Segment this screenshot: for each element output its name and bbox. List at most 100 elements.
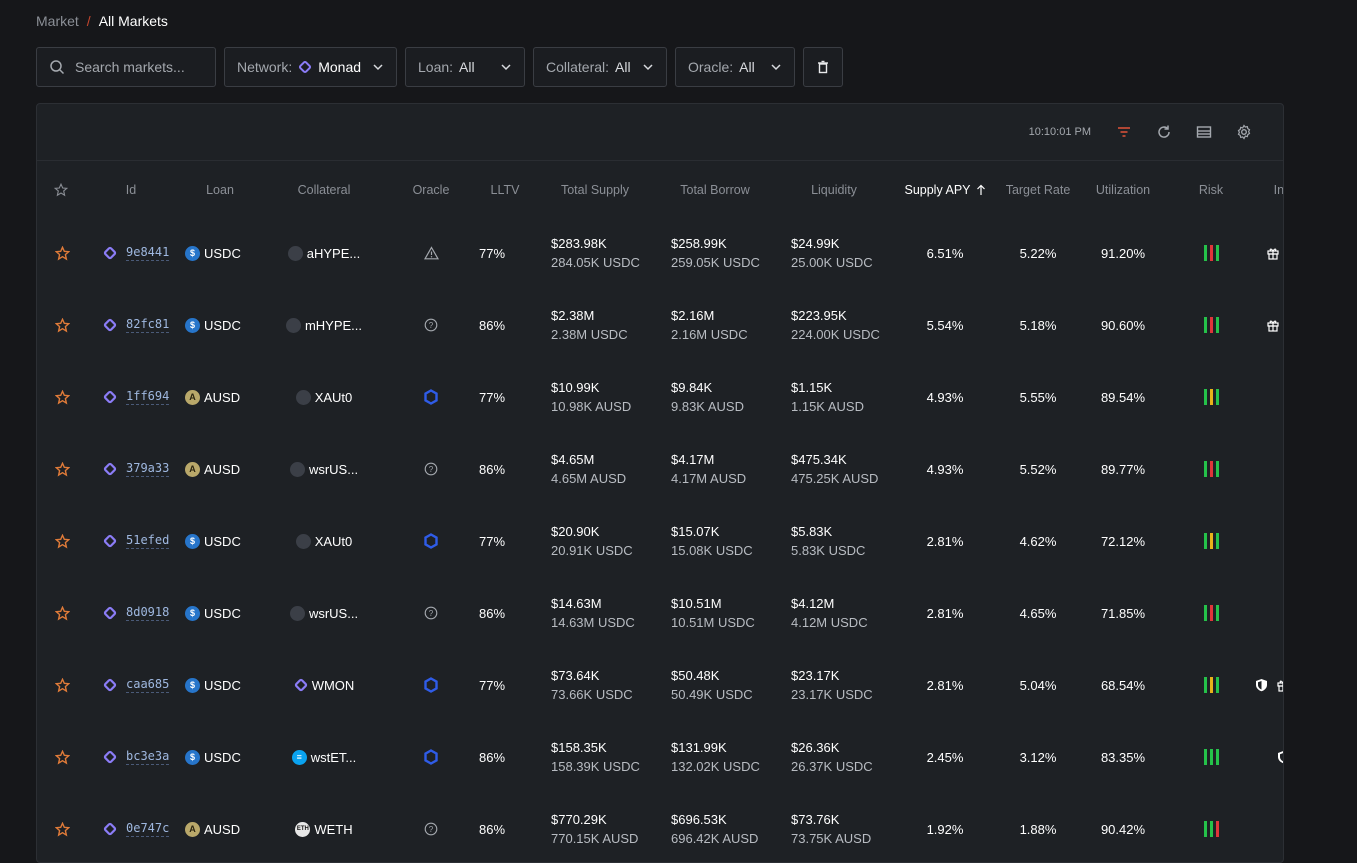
gift-icon[interactable] — [1266, 318, 1280, 332]
oracle-question-icon[interactable]: ? — [401, 793, 461, 862]
column-header-loan[interactable]: Loan — [206, 182, 234, 197]
risk-bars — [1203, 317, 1219, 333]
total-supply-values: $770.29K 770.15K AUSD — [551, 812, 638, 846]
column-header-id[interactable]: Id — [125, 182, 137, 197]
liquidity-usd: $73.76K — [791, 812, 840, 827]
oracle-chainlink-icon[interactable] — [401, 721, 461, 793]
market-id[interactable]: 8d0918 — [126, 605, 170, 621]
supply-apy-value: 2.45% — [926, 749, 964, 765]
refresh-icon[interactable] — [1155, 123, 1173, 141]
table-row[interactable]: caa685 $ USDC WMON 77% $73.64K 73.66K USDC $50.… — [37, 649, 1283, 721]
market-id[interactable]: 379a33 — [126, 461, 170, 477]
column-header-utilization[interactable]: Utilization — [1095, 182, 1151, 197]
favorite-star-icon[interactable] — [51, 721, 73, 793]
settings-icon[interactable] — [1235, 123, 1253, 141]
breadcrumb-market-link[interactable]: Market — [36, 13, 79, 29]
table-row[interactable]: bc3e3a $ USDC ≡ wstET... 86% $158.35K 158.39K U… — [37, 721, 1283, 793]
utilization-value: 68.54% — [1100, 677, 1146, 693]
market-id-cell[interactable]: 8d0918 — [103, 577, 187, 649]
risk-indicator[interactable] — [1191, 577, 1231, 649]
shield-icon[interactable] — [1255, 678, 1268, 692]
market-id-cell[interactable]: 0e747c — [103, 793, 187, 862]
table-row[interactable]: 379a33 A AUSD wsrUS...? 86% $4.65M 4.65M AUSD $… — [37, 433, 1283, 505]
usdc-token-icon: $ — [185, 245, 200, 261]
market-id-cell[interactable]: caa685 — [103, 649, 187, 721]
table-row[interactable]: 82fc81 $ USDC mHYPE...? 86% $2.38M 2.38M USDC $… — [37, 289, 1283, 361]
market-id-cell[interactable]: 82fc81 — [103, 289, 187, 361]
market-id[interactable]: 0e747c — [126, 821, 170, 837]
total-borrow-cell: $696.53K 696.42K AUSD — [671, 793, 781, 862]
filter-icon[interactable] — [1115, 123, 1133, 141]
gift-icon[interactable] — [1276, 678, 1283, 692]
table-row[interactable]: 9e8441 $ USDC aHYPE... 77% $283.98K 284.05K US… — [37, 217, 1283, 289]
column-header-target-rate[interactable]: Target Rate — [1005, 182, 1071, 197]
oracle-select[interactable]: Oracle: All — [675, 47, 795, 87]
column-header-collateral[interactable]: Collateral — [297, 182, 351, 197]
market-id[interactable]: caa685 — [126, 677, 170, 693]
favorite-star-icon[interactable] — [51, 649, 73, 721]
favorite-star-icon[interactable] — [51, 505, 73, 577]
market-id[interactable]: 82fc81 — [126, 317, 170, 333]
market-id[interactable]: bc3e3a — [126, 749, 170, 765]
gift-icon[interactable] — [1266, 246, 1280, 260]
market-id-cell[interactable]: 9e8441 — [103, 217, 187, 289]
favorite-star-icon[interactable] — [51, 361, 73, 433]
column-header-total-borrow[interactable]: Total Borrow — [680, 182, 750, 197]
risk-indicator[interactable] — [1191, 505, 1231, 577]
column-header-oracle[interactable]: Oracle — [412, 182, 450, 197]
table-row[interactable]: 0e747c A AUSD ETH WETH? 86% $770.29K 770.15K AU… — [37, 793, 1283, 862]
risk-indicator[interactable] — [1191, 289, 1231, 361]
oracle-chainlink-icon[interactable] — [401, 361, 461, 433]
risk-indicator[interactable] — [1191, 217, 1231, 289]
favorite-column-header[interactable] — [51, 162, 71, 217]
oracle-chainlink-icon[interactable] — [401, 505, 461, 577]
oracle-question-icon[interactable]: ? — [401, 289, 461, 361]
column-header-incentives[interactable]: Inc — [1273, 182, 1284, 197]
column-header-supply-apy[interactable]: Supply APY — [899, 162, 991, 217]
favorite-star-icon[interactable] — [51, 577, 73, 649]
favorite-star-icon[interactable] — [51, 289, 73, 361]
column-header-liquidity[interactable]: Liquidity — [811, 182, 857, 197]
oracle-question-icon[interactable]: ? — [401, 433, 461, 505]
risk-indicator[interactable] — [1191, 361, 1231, 433]
total-borrow-values: $131.99K 132.02K USDC — [671, 740, 760, 774]
favorite-star-icon[interactable] — [51, 217, 73, 289]
market-id-cell[interactable]: 51efed — [103, 505, 187, 577]
loan-select[interactable]: Loan: All — [405, 47, 525, 87]
risk-indicator[interactable] — [1191, 649, 1231, 721]
clear-filters-button[interactable] — [803, 47, 843, 87]
column-header-risk[interactable]: Risk — [1198, 182, 1224, 197]
risk-indicator[interactable] — [1191, 793, 1231, 862]
market-id-cell[interactable]: 1ff694 — [103, 361, 187, 433]
table-row[interactable]: 51efed $ USDC XAUt0 77% $20.90K 20.91K USDC $15… — [37, 505, 1283, 577]
risk-bar-green — [1215, 677, 1219, 693]
market-id[interactable]: 51efed — [126, 533, 170, 549]
collateral-select[interactable]: Collateral: All — [533, 47, 667, 87]
layout-icon[interactable] — [1195, 123, 1213, 141]
risk-indicator[interactable] — [1191, 721, 1231, 793]
market-id-cell[interactable]: bc3e3a — [103, 721, 187, 793]
network-select[interactable]: Network: Monad — [224, 47, 397, 87]
market-id[interactable]: 1ff694 — [126, 389, 170, 405]
shield-icon[interactable] — [1277, 750, 1283, 764]
favorite-star-icon[interactable] — [51, 433, 73, 505]
collateral-asset: WMON — [269, 649, 379, 721]
oracle-warning-icon[interactable] — [401, 217, 461, 289]
incentives-cell — [1266, 577, 1283, 649]
search-input[interactable]: Search markets... — [36, 47, 216, 87]
risk-indicator[interactable] — [1191, 433, 1231, 505]
oracle-chainlink-icon[interactable] — [401, 649, 461, 721]
table-row[interactable]: 8d0918 $ USDC wsrUS...? 86% $14.63M 14.63M USD… — [37, 577, 1283, 649]
market-id-cell[interactable]: 379a33 — [103, 433, 187, 505]
column-header-total-supply[interactable]: Total Supply — [560, 182, 630, 197]
oracle-question-icon[interactable]: ? — [401, 577, 461, 649]
liquidity-token-amount: 23.17K USDC — [791, 687, 873, 702]
favorite-star-icon[interactable] — [51, 793, 73, 862]
collateral-asset: aHYPE... — [269, 217, 379, 289]
liquidity-token-amount: 73.75K AUSD — [791, 831, 872, 846]
ausd-token-icon: A — [185, 821, 200, 837]
liquidity-values: $4.12M 4.12M USDC — [791, 596, 868, 630]
market-id[interactable]: 9e8441 — [126, 245, 170, 261]
column-header-lltv[interactable]: LLTV — [490, 182, 520, 197]
table-row[interactable]: 1ff694 A AUSD XAUt0 77% $10.99K 10.98K AUSD $9.… — [37, 361, 1283, 433]
